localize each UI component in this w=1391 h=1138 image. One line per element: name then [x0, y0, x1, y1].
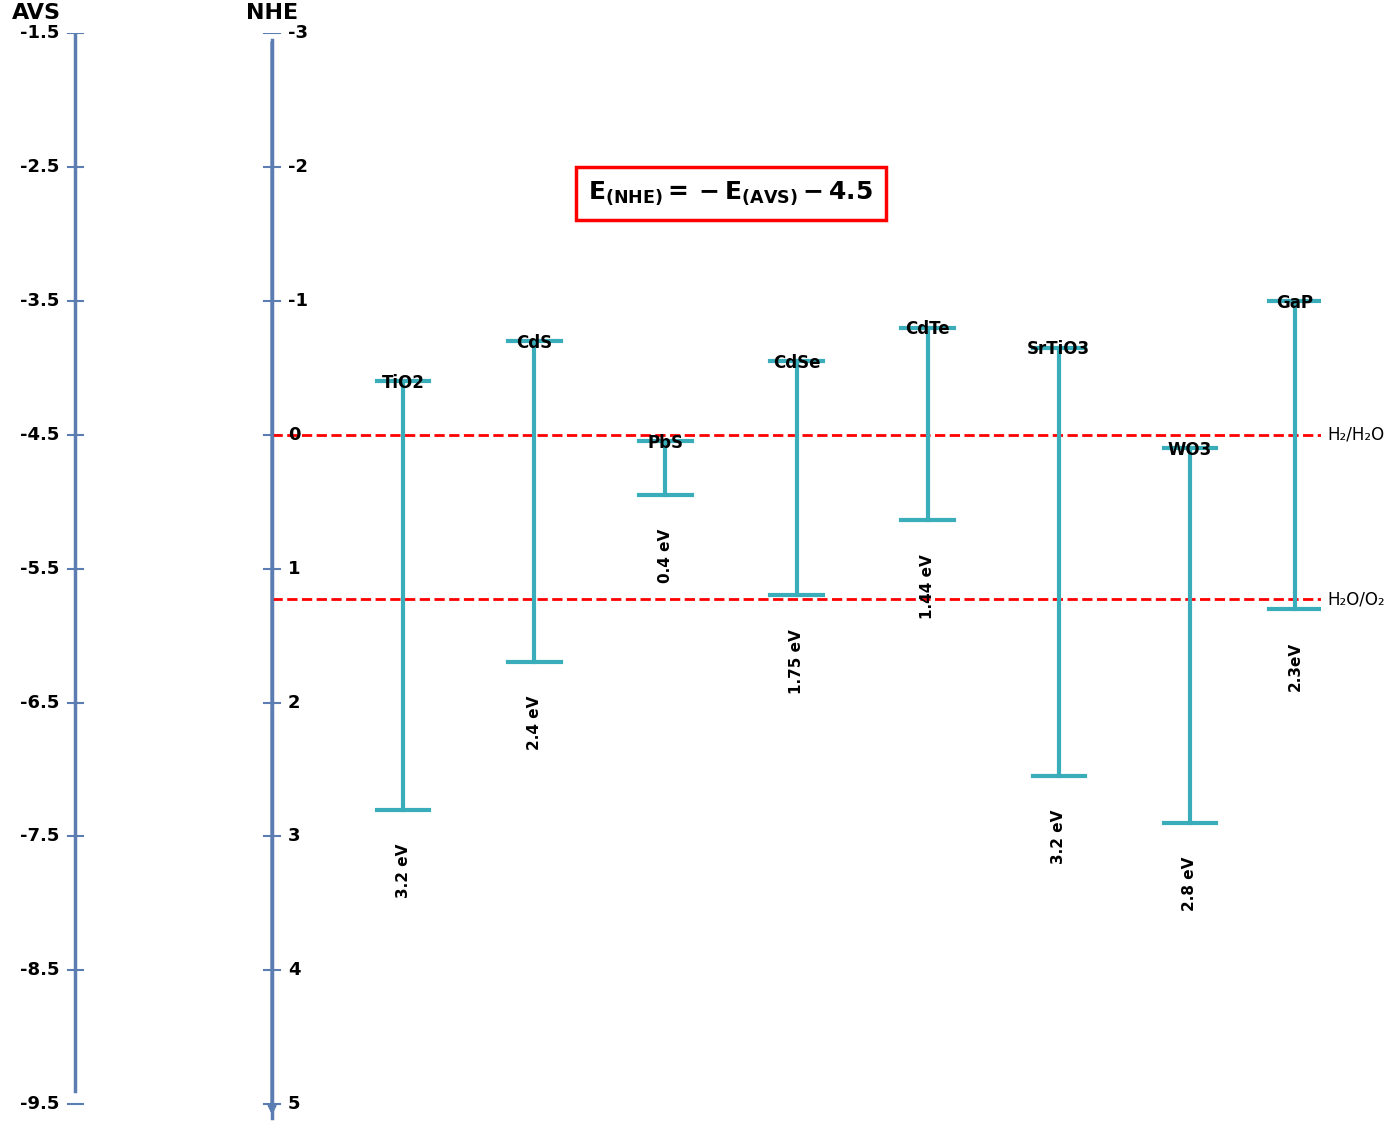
Text: -2.5: -2.5 [21, 158, 60, 176]
Text: 3.2 eV: 3.2 eV [1052, 809, 1067, 864]
Text: -9.5: -9.5 [21, 1095, 60, 1113]
Text: H₂/H₂O: H₂/H₂O [1327, 426, 1384, 444]
Text: 5: 5 [288, 1095, 300, 1113]
Text: $\mathbf{E_{(NHE)}=-E_{(AVS)}-4.5}$: $\mathbf{E_{(NHE)}=-E_{(AVS)}-4.5}$ [588, 180, 874, 208]
Text: PbS: PbS [647, 434, 683, 452]
Text: -5.5: -5.5 [21, 560, 60, 578]
Text: 2.8 eV: 2.8 eV [1182, 857, 1198, 910]
Text: -6.5: -6.5 [21, 693, 60, 711]
Text: 3.2 eV: 3.2 eV [395, 843, 410, 898]
Text: NHE: NHE [246, 3, 298, 23]
Text: -1.5: -1.5 [21, 24, 60, 42]
Text: 2.3eV: 2.3eV [1287, 642, 1302, 692]
Text: SrTiO3: SrTiO3 [1027, 340, 1091, 358]
Text: AVS: AVS [11, 3, 61, 23]
Text: WO3: WO3 [1168, 440, 1212, 459]
Text: 0: 0 [288, 426, 300, 444]
Text: 1: 1 [288, 560, 300, 578]
Text: -4.5: -4.5 [21, 426, 60, 444]
Text: 2: 2 [288, 693, 300, 711]
Text: CdSe: CdSe [773, 354, 821, 372]
Text: -7.5: -7.5 [21, 827, 60, 846]
Text: 2.4 eV: 2.4 eV [527, 695, 542, 750]
Text: CdTe: CdTe [906, 320, 950, 338]
Text: -3: -3 [288, 24, 307, 42]
Text: -1: -1 [288, 291, 307, 310]
Text: -8.5: -8.5 [21, 962, 60, 980]
Text: 0.4 eV: 0.4 eV [658, 528, 673, 583]
Text: H₂O/O₂: H₂O/O₂ [1327, 591, 1385, 609]
Text: 3: 3 [288, 827, 300, 846]
Text: CdS: CdS [516, 333, 552, 352]
Text: -3.5: -3.5 [21, 291, 60, 310]
Text: 1.75 eV: 1.75 eV [789, 629, 804, 694]
Text: -2: -2 [288, 158, 307, 176]
Text: 4: 4 [288, 962, 300, 980]
Text: GaP: GaP [1277, 294, 1313, 312]
Text: 1.44 eV: 1.44 eV [921, 554, 935, 619]
Text: TiO2: TiO2 [381, 374, 424, 391]
